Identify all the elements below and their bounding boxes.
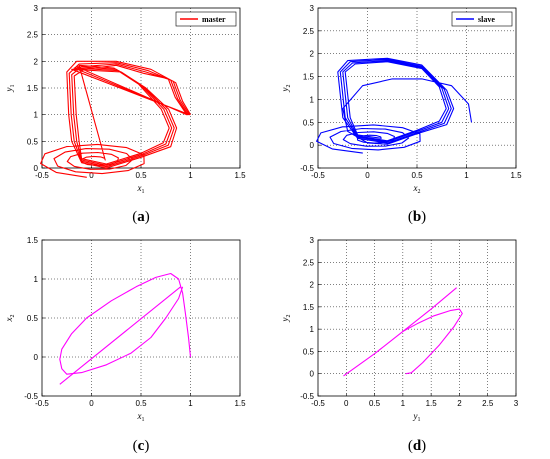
y-tick-label: 1.5	[303, 303, 315, 312]
y-tick-label: 0.5	[303, 347, 315, 356]
x-axis-label-subscript: 1	[142, 189, 145, 195]
panel-label-open: (	[408, 209, 413, 225]
panel-label: (d)	[408, 438, 426, 454]
y-tick-label: 1	[34, 275, 39, 284]
x-tick-label: -0.5	[311, 399, 325, 408]
x-tick-label: 1.5	[510, 171, 522, 180]
x-tick-label: 2.5	[482, 399, 494, 408]
panel-d: -0.5 0 0.5 1 1.5 2 2.5 3 -0.5 0 0.5 1 1.5 2 2.5 3 y1 y2 (d…	[280, 236, 519, 454]
legend-entry: slave	[478, 15, 495, 24]
y-tick-label: 1	[310, 325, 315, 334]
panel-label-open: (	[132, 209, 137, 225]
x-axis-label: x1	[137, 411, 145, 423]
y-axis-label-subscript: 2	[286, 315, 292, 318]
y-tick-label: 0	[310, 370, 315, 379]
legend-entry: master	[202, 15, 226, 24]
y-tick-label: -0.5	[24, 392, 38, 401]
x-axis-label-subscript: 2	[418, 189, 421, 195]
x-tick-label: 0.5	[411, 171, 423, 180]
panel-label-letter: d	[413, 438, 422, 454]
panel-label-letter: b	[413, 209, 421, 225]
y-tick-label: 2	[310, 50, 315, 59]
series-line-a-0	[40, 60, 191, 178]
series-line-d-1	[402, 308, 463, 375]
panel-label-close: )	[144, 438, 149, 454]
y-axis-label-subscript: 2	[10, 315, 16, 318]
legend-box	[451, 11, 513, 27]
y-tick-label: 0.5	[303, 118, 315, 127]
y-tick-label: 2.5	[303, 27, 315, 36]
x-tick-label: 0.5	[135, 399, 147, 408]
y-tick-label: 1.5	[27, 84, 39, 93]
y-tick-label: 3	[34, 4, 39, 13]
panel-label-open: (	[133, 438, 138, 454]
panel-label-letter: a	[137, 209, 145, 225]
y-tick-label: 1	[34, 111, 39, 120]
y-tick-label: 2.5	[303, 258, 315, 267]
panel-label-close: )	[421, 209, 426, 225]
y-tick-label: 1.5	[303, 73, 315, 82]
panel-label: (b)	[408, 209, 426, 225]
x-axis-label: x2	[413, 183, 421, 195]
y-tick-label: -0.5	[300, 164, 314, 173]
plot-frame-b	[317, 7, 517, 169]
y-tick-label: 3	[310, 236, 315, 245]
y-tick-label: 0	[310, 141, 315, 150]
x-tick-label: 1.5	[234, 171, 246, 180]
x-tick-label: 0	[365, 171, 370, 180]
panel-label-close: )	[421, 438, 426, 454]
x-tick-label: 1.5	[234, 399, 246, 408]
y-tick-label: 2	[310, 281, 315, 290]
x-axis-label: x1	[137, 183, 145, 195]
series-line-c-1	[59, 286, 181, 385]
y-tick-label: 2.5	[27, 31, 39, 40]
panel-label-close: )	[145, 209, 150, 225]
panel-label-open: (	[408, 438, 413, 454]
y-axis-label: y1	[4, 85, 16, 93]
y-axis-label: y2	[280, 315, 292, 323]
x-axis-label-subscript: 1	[142, 417, 145, 423]
panel-c: -0.5 0 0.5 1 1.5 -0.5 0 0.5 1 1.5 x1 x2 (c)	[4, 236, 246, 454]
x-tick-label: 0.5	[369, 399, 381, 408]
y-axis-label-subscript: 1	[10, 85, 16, 88]
x-tick-label: 1	[401, 399, 406, 408]
x-tick-label: 1	[464, 171, 469, 180]
x-tick-label: 3	[514, 399, 519, 408]
series-line-c-0	[59, 272, 192, 375]
panel-b: -0.5 0 0.5 1 1.5 -0.5 0 0.5 1 1.5 2 2.5 3 slave x2 y2 (b…	[280, 4, 522, 225]
legend-box	[175, 11, 237, 27]
series-line-b-0	[316, 57, 473, 154]
y-axis-label: y2	[280, 85, 292, 93]
y-tick-label: 1	[310, 95, 315, 104]
y-axis-label-subscript: 2	[286, 85, 292, 88]
y-axis-label: x2	[4, 315, 16, 323]
x-tick-label: -0.5	[35, 399, 49, 408]
x-tick-label: 0	[89, 171, 94, 180]
x-tick-label: 1.5	[426, 399, 438, 408]
panel-label: (a)	[132, 209, 150, 225]
y-tick-label: 0	[34, 164, 39, 173]
x-tick-label: 1	[188, 399, 193, 408]
y-tick-label: 1.5	[27, 236, 39, 245]
x-axis-label: y1	[413, 411, 421, 423]
y-tick-label: 0.5	[27, 314, 39, 323]
x-tick-label: -0.5	[35, 171, 49, 180]
panel-label: (c)	[133, 438, 150, 454]
x-tick-label: 0.5	[135, 171, 147, 180]
y-tick-label: 0	[34, 353, 39, 362]
x-tick-label: -0.5	[311, 171, 325, 180]
x-tick-label: 2	[457, 399, 462, 408]
y-tick-label: -0.5	[300, 392, 314, 401]
x-tick-label: 0	[344, 399, 349, 408]
y-tick-label: 0.5	[27, 137, 39, 146]
x-tick-label: 0	[89, 399, 94, 408]
y-tick-label: 2	[34, 57, 39, 66]
panel-label-letter: c	[138, 438, 145, 454]
y-tick-label: 3	[310, 4, 315, 13]
x-tick-label: 1	[188, 171, 193, 180]
x-axis-label-subscript: 1	[418, 417, 421, 423]
